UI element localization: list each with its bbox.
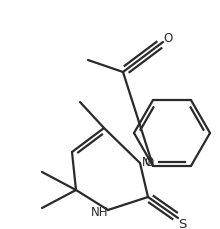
Text: NH: NH — [91, 207, 109, 220]
Text: O: O — [144, 156, 154, 169]
Text: N: N — [142, 155, 150, 169]
Text: O: O — [163, 33, 173, 46]
Text: S: S — [178, 218, 186, 229]
